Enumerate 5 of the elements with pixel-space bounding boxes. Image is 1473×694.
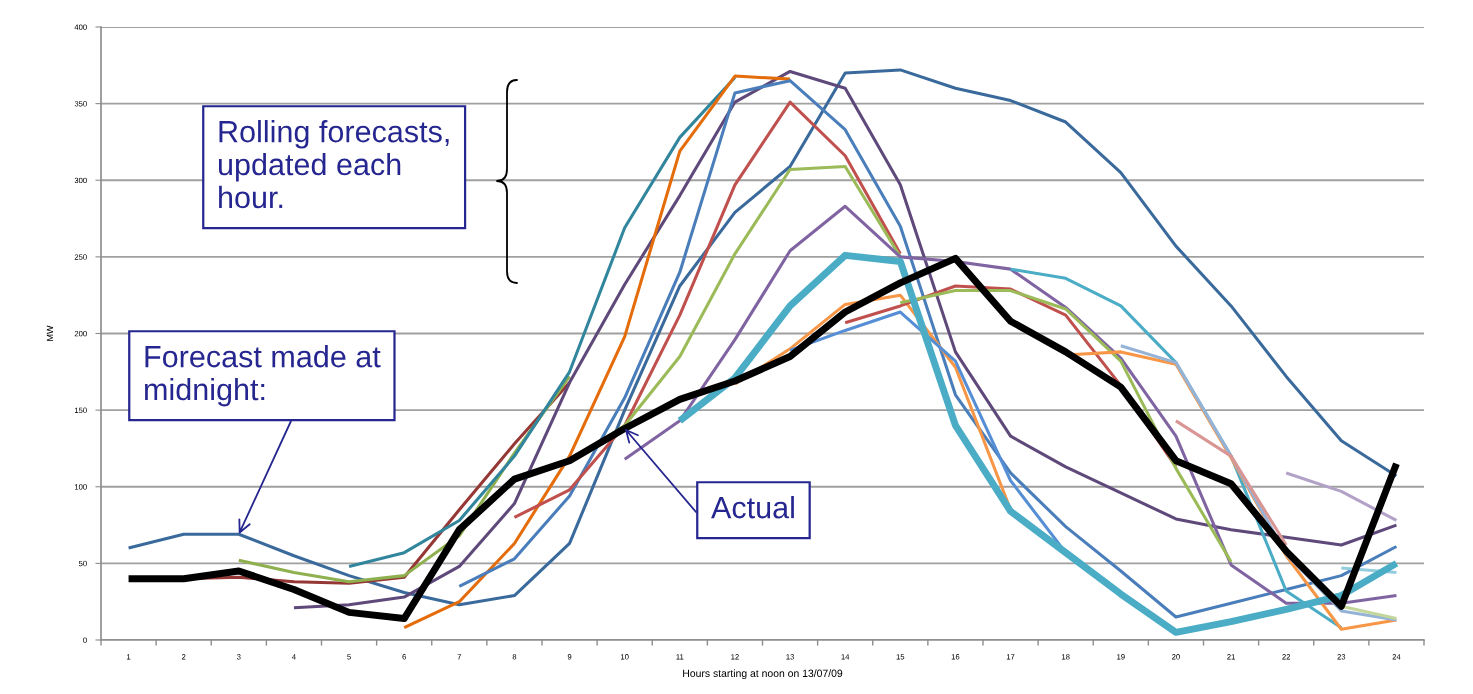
annotation: Rolling forecasts, updated each hour. [218, 120, 449, 209]
x-axis-title: Hours starting at noon on 13/07/09 [683, 669, 843, 680]
y-axis-title: MW [46, 325, 54, 341]
annotation: Actual [711, 496, 794, 519]
annotation: Forecast made at midnight: [145, 345, 381, 407]
